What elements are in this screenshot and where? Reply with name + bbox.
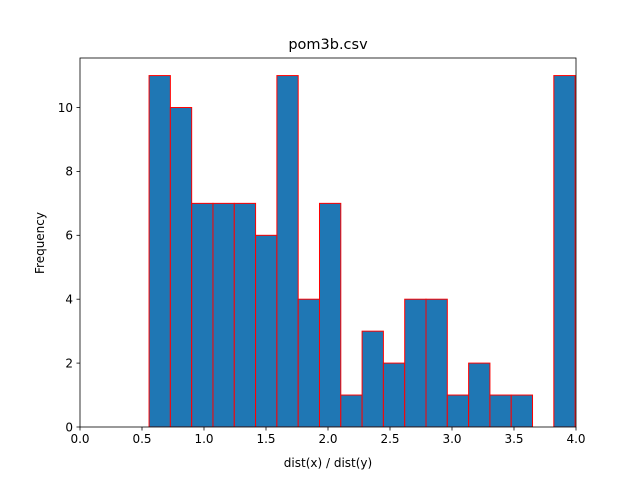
x-tick-label: 0.5 (132, 432, 151, 446)
histogram-bar (489, 394, 512, 427)
x-tick-label: 2.0 (318, 432, 337, 446)
y-tick-label: 0 (65, 420, 73, 434)
x-axis-label: dist(x) / dist(y) (284, 456, 372, 470)
histogram-bar (361, 330, 384, 427)
histogram-bar (297, 298, 320, 427)
histogram-bar (148, 75, 171, 427)
y-tick-label: 4 (65, 293, 73, 307)
y-axis-label: Frequency (33, 212, 47, 274)
plot-frame (79, 57, 577, 428)
bars-layer (148, 75, 576, 427)
x-tick-label: 2.5 (380, 432, 399, 446)
histogram-bar (468, 362, 491, 427)
histogram-bar (340, 394, 363, 427)
y-axis-ticks: 0 2 4 6 8 10 (58, 101, 80, 434)
histogram-bar (169, 107, 193, 427)
y-tick-label: 2 (65, 356, 73, 370)
histogram-bar (425, 298, 448, 427)
histogram-bar (212, 202, 235, 427)
histogram-bar (510, 394, 534, 427)
x-tick-label: 4.0 (566, 432, 585, 446)
histogram-bar (276, 75, 299, 427)
y-tick-label: 8 (65, 165, 73, 179)
histogram-bar (404, 298, 427, 427)
x-tick-label: 1.5 (256, 432, 275, 446)
histogram-bar (318, 202, 342, 427)
histogram-bar (233, 202, 257, 427)
y-tick-label: 6 (65, 229, 73, 243)
histogram-bar (553, 75, 576, 427)
histogram-bar (255, 234, 278, 427)
chart-title: pom3b.csv (288, 37, 368, 53)
x-tick-label: 1.0 (194, 432, 213, 446)
x-tick-label: 3.5 (504, 432, 523, 446)
x-axis-ticks: 0.0 0.5 1.0 1.5 2.0 2.5 3.0 3.5 4.0 (70, 427, 586, 446)
histogram-bar (382, 362, 406, 427)
histogram-bar (191, 202, 214, 427)
y-tick-label: 10 (58, 101, 73, 115)
x-tick-label: 0.0 (70, 432, 89, 446)
histogram-bar (446, 394, 470, 427)
x-tick-label: 3.0 (442, 432, 461, 446)
